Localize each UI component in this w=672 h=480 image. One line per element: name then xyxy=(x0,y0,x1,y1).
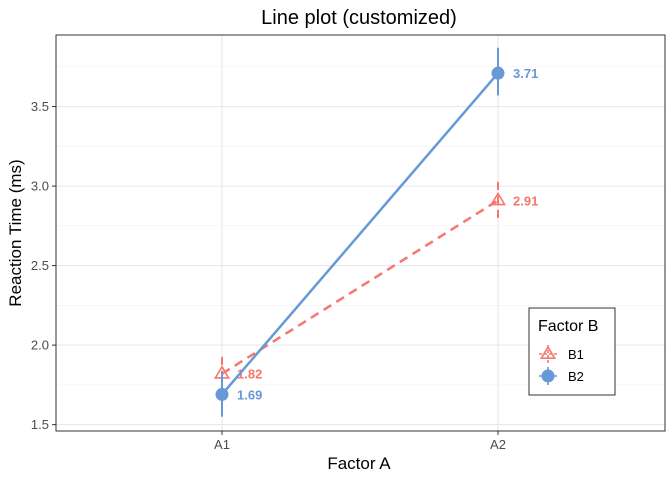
legend-item-B1: B1 xyxy=(539,345,584,363)
series: 1.822.911.69 3.71 xyxy=(213,47,538,417)
legend-key-marker xyxy=(541,369,555,383)
y-tick-label: 2.5 xyxy=(31,258,49,273)
legend-item-B2: B2 xyxy=(539,367,584,385)
y-tick-label: 2.0 xyxy=(31,338,49,353)
legend-label: B2 xyxy=(568,369,584,384)
x-tick-label: A2 xyxy=(490,437,506,452)
series-B1: 1.822.91 xyxy=(213,179,538,393)
y-tick-label: 3.5 xyxy=(31,99,49,114)
data-label: 3.71 xyxy=(513,66,538,81)
plot-panel-border xyxy=(55,34,666,432)
data-point xyxy=(491,66,505,80)
grid xyxy=(56,35,665,431)
y-tick-label: 1.5 xyxy=(31,417,49,432)
data-label: 2.91 xyxy=(513,193,538,208)
legend-key-marker xyxy=(539,345,557,360)
x-tick-label: A1 xyxy=(214,437,230,452)
data-label: 1.69 xyxy=(237,387,262,402)
series-line xyxy=(220,71,500,396)
y-tick-label: 3.0 xyxy=(31,179,49,194)
x-axis-title: Factor A xyxy=(327,454,391,473)
legend-title: Factor B xyxy=(538,318,598,335)
series-line xyxy=(221,199,499,375)
axis-ticks: 1.5 2.0 2.5 3.0 3.5 A1 A2 xyxy=(31,99,506,452)
chart-title: Line plot (customized) xyxy=(261,7,457,29)
data-point xyxy=(215,387,229,401)
data-point xyxy=(489,191,507,206)
y-axis-title: Reaction Time (ms) xyxy=(6,159,25,306)
series-B2: 1.69 3.71 xyxy=(215,47,538,417)
legend-label: B1 xyxy=(568,347,584,362)
